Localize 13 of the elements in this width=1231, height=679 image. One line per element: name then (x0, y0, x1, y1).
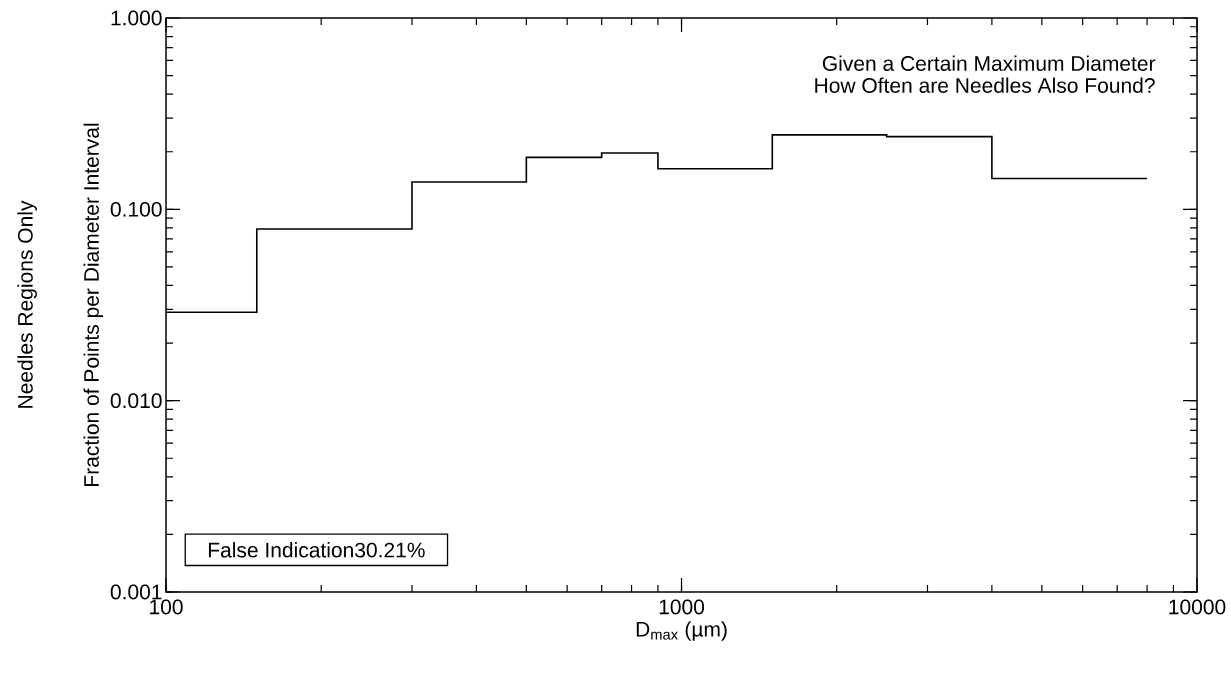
y-axis-title: Fraction of Points per Diameter Interval (83, 123, 104, 486)
annotation: Given a Certain Maximum Diameter (822, 55, 1156, 71)
text: Needles Regions Only (17, 200, 37, 408)
annotation: False Indication30.21% (208, 542, 425, 558)
annotation: How Often are Needles Also Found? (815, 77, 1155, 93)
x-axis-title: D$_{max}$ (µm) (636, 621, 727, 641)
x-tick-label: 100 (150, 599, 183, 615)
y-tick-label: 0.010 (110, 393, 162, 409)
y-tick-label: 0.001 (110, 584, 162, 600)
y-tick-label: 1.000 (111, 10, 162, 26)
x-tick-label: 1000 (659, 599, 705, 615)
y-tick-label: 0.100 (110, 201, 162, 217)
x-tick-label: 10000 (1169, 599, 1226, 615)
